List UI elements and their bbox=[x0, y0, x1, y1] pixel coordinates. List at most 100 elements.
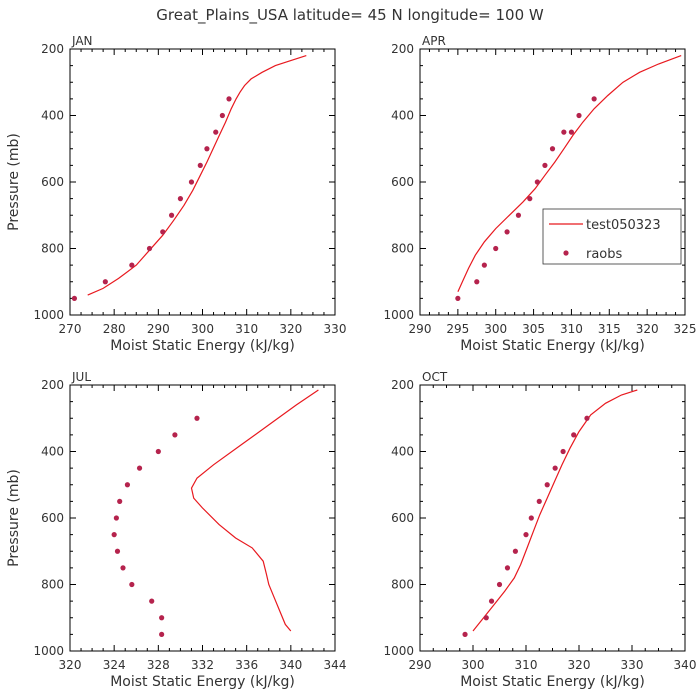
obs-point bbox=[120, 565, 126, 571]
obs-point bbox=[504, 565, 511, 571]
x-tick-label: 310 bbox=[515, 658, 538, 672]
obs-point bbox=[197, 162, 203, 168]
obs-point bbox=[455, 295, 461, 301]
obs-point bbox=[571, 432, 577, 438]
x-tick-label: 315 bbox=[598, 322, 621, 336]
y-tick-label: 1000 bbox=[33, 308, 64, 322]
obs-point bbox=[219, 112, 225, 119]
obs-point bbox=[474, 279, 480, 285]
obs-point bbox=[111, 532, 117, 538]
y-tick-label: 600 bbox=[41, 175, 64, 189]
series-line-model bbox=[457, 55, 682, 292]
obs-point bbox=[155, 448, 161, 455]
obs-point bbox=[194, 415, 200, 421]
x-tick-label: 310 bbox=[235, 322, 258, 336]
obs-point bbox=[226, 96, 232, 102]
obs-point bbox=[496, 581, 503, 588]
y-tick-label: 600 bbox=[391, 175, 414, 189]
y-axis-label: Pressure (mb) bbox=[6, 133, 22, 231]
y-tick-label: 200 bbox=[41, 42, 64, 56]
obs-point bbox=[515, 212, 522, 218]
obs-point bbox=[512, 548, 519, 554]
obs-point bbox=[568, 129, 575, 135]
x-axis-label: Moist Static Energy (kJ/kg) bbox=[460, 674, 645, 690]
panel-title: JAN bbox=[71, 34, 93, 48]
obs-point bbox=[113, 515, 119, 521]
x-tick-label: 320 bbox=[279, 322, 302, 336]
y-tick-label: 1000 bbox=[33, 644, 64, 658]
x-axis-label: Moist Static Energy (kJ/kg) bbox=[110, 338, 295, 354]
obs-point bbox=[527, 196, 533, 202]
obs-point bbox=[483, 615, 489, 621]
obs-point bbox=[504, 229, 510, 235]
obs-point bbox=[534, 179, 540, 185]
y-tick-label: 400 bbox=[41, 445, 64, 459]
x-tick-label: 300 bbox=[484, 322, 507, 336]
panel-jul: JUL 320 324 328 332 336 340 344 200 400 600 800 1000… bbox=[6, 370, 346, 690]
obs-point bbox=[584, 415, 590, 421]
x-tick-label: 330 bbox=[621, 658, 644, 672]
y-tick-label: 1000 bbox=[383, 308, 414, 322]
obs-point bbox=[544, 482, 550, 488]
x-axis-label: Moist Static Energy (kJ/kg) bbox=[460, 338, 645, 354]
y-tick-label: 400 bbox=[391, 445, 414, 459]
x-tick-label: 340 bbox=[279, 658, 302, 672]
obs-point bbox=[160, 229, 166, 235]
obs-point bbox=[560, 448, 566, 455]
obs-point bbox=[576, 112, 582, 119]
x-tick-label: 290 bbox=[147, 322, 170, 336]
x-tick-label: 332 bbox=[191, 658, 214, 672]
y-tick-label: 200 bbox=[391, 42, 414, 56]
y-tick-label: 800 bbox=[391, 242, 414, 256]
obs-point bbox=[149, 598, 155, 604]
obs-point bbox=[462, 631, 468, 637]
y-tick-label: 800 bbox=[41, 242, 64, 256]
obs-point bbox=[168, 212, 175, 218]
x-tick-label: 336 bbox=[235, 658, 258, 672]
obs-point bbox=[117, 498, 123, 504]
obs-point bbox=[129, 581, 135, 588]
x-tick-label: 344 bbox=[324, 658, 347, 672]
x-tick-label: 320 bbox=[59, 658, 82, 672]
legend-obs-label: raobs bbox=[586, 247, 623, 262]
obs-point bbox=[146, 245, 153, 252]
y-tick-label: 600 bbox=[391, 511, 414, 525]
x-tick-label: 280 bbox=[103, 322, 126, 336]
panel-title: APR bbox=[422, 34, 446, 48]
x-tick-label: 290 bbox=[409, 322, 432, 336]
obs-point bbox=[591, 96, 597, 102]
obs-point bbox=[114, 548, 121, 554]
x-tick-label: 310 bbox=[560, 322, 583, 336]
panel-oct: OCT 290 300 310 320 330 340 200 400 600 800 1000 Moi… bbox=[383, 370, 696, 690]
obs-point bbox=[124, 482, 131, 488]
obs-point bbox=[136, 465, 143, 471]
obs-point bbox=[188, 179, 195, 185]
y-tick-label: 200 bbox=[41, 378, 64, 392]
y-tick-label: 200 bbox=[391, 378, 414, 392]
obs-point bbox=[172, 432, 178, 438]
panel-frame bbox=[69, 384, 336, 652]
panel-jan: JAN 270 280 290 300 310 320 330 200 400 600 800 1000… bbox=[6, 34, 346, 354]
obs-point bbox=[159, 615, 165, 621]
y-tick-label: 400 bbox=[391, 109, 414, 123]
obs-point bbox=[177, 196, 184, 202]
panel-apr: APR 290 295 300 305 310 315 320 325 200 400 600 800 1… bbox=[383, 34, 696, 354]
obs-point bbox=[493, 245, 499, 252]
x-axis-label: Moist Static Energy (kJ/kg) bbox=[110, 674, 295, 690]
obs-point bbox=[542, 162, 548, 168]
obs-point bbox=[213, 129, 219, 135]
x-tick-label: 325 bbox=[674, 322, 697, 336]
obs-point bbox=[159, 631, 165, 637]
obs-point bbox=[488, 598, 495, 604]
obs-point bbox=[561, 129, 567, 135]
obs-point bbox=[523, 532, 529, 538]
x-tick-label: 300 bbox=[462, 658, 485, 672]
series-line-model bbox=[472, 389, 638, 632]
x-tick-label: 290 bbox=[409, 658, 432, 672]
x-tick-label: 295 bbox=[446, 322, 469, 336]
x-tick-label: 320 bbox=[568, 658, 591, 672]
obs-point bbox=[102, 279, 108, 285]
x-tick-label: 300 bbox=[191, 322, 214, 336]
y-tick-label: 800 bbox=[41, 578, 64, 592]
chart-title: Great_Plains_USA latitude= 45 N longitud… bbox=[156, 6, 544, 25]
